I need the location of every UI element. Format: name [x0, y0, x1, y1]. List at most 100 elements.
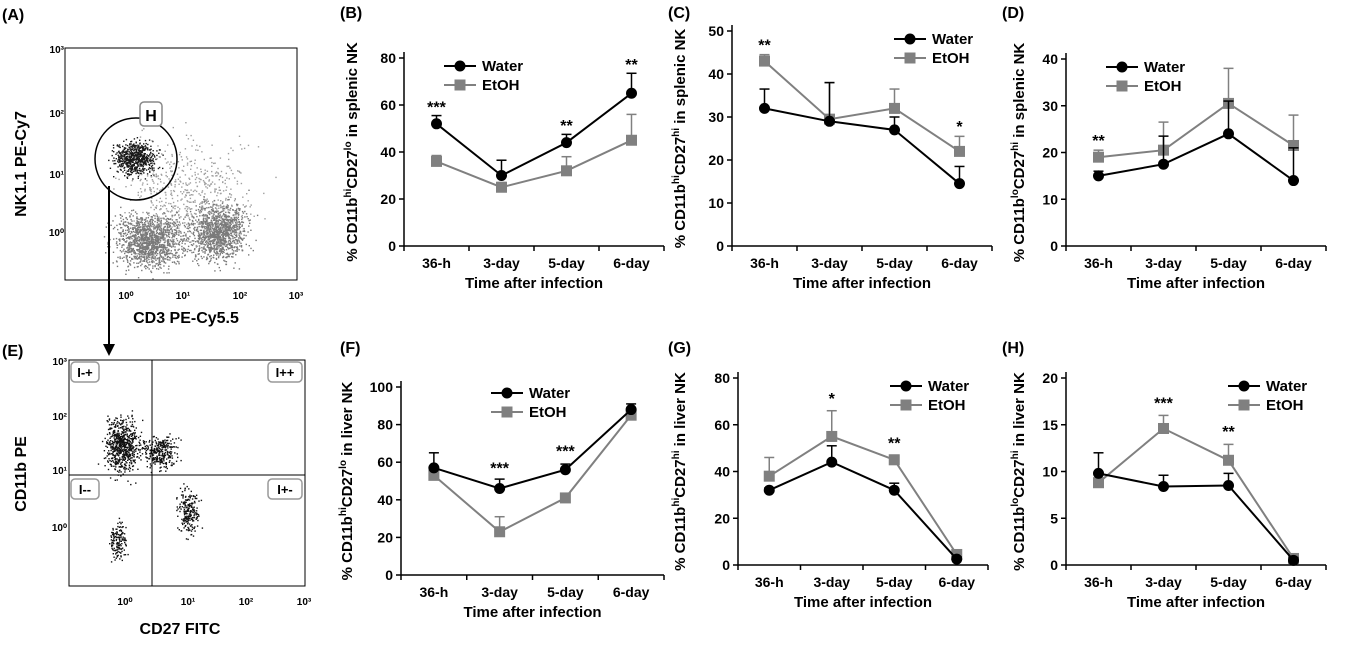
- event-dot: [167, 250, 169, 252]
- event-dot: [142, 260, 144, 262]
- event-dot: [152, 257, 155, 259]
- event-dot: [190, 502, 193, 505]
- event-dot: [190, 530, 193, 532]
- event-dot: [169, 450, 171, 453]
- event-dot: [194, 502, 196, 504]
- event-dot: [117, 443, 119, 445]
- event-dot: [113, 447, 115, 450]
- event-dot: [185, 511, 187, 513]
- event-dot: [134, 158, 136, 161]
- event-dot: [249, 219, 251, 221]
- event-dot: [123, 450, 125, 453]
- event-dot: [185, 156, 188, 158]
- panel-a-label: (A): [2, 7, 24, 24]
- event-dot: [127, 226, 129, 228]
- event-dot: [210, 157, 212, 159]
- event-dot: [129, 246, 131, 249]
- event-dot: [185, 205, 187, 208]
- event-dot: [189, 230, 192, 233]
- event-dot: [214, 183, 216, 185]
- event-dot: [184, 504, 186, 506]
- event-dot: [178, 221, 181, 223]
- event-dot: [145, 219, 147, 221]
- event-dot: [181, 159, 183, 161]
- event-dot: [180, 232, 182, 234]
- event-dot: [162, 187, 164, 189]
- event-dot: [194, 237, 196, 240]
- event-dot: [143, 237, 145, 240]
- event-dot: [168, 202, 170, 205]
- event-dot: [152, 245, 154, 247]
- event-dot: [112, 147, 115, 149]
- event-dot: [155, 259, 157, 261]
- event-dot: [218, 207, 220, 209]
- event-dot: [219, 223, 221, 225]
- event-dot: [237, 239, 239, 242]
- event-dot: [135, 235, 137, 237]
- event-dot: [201, 527, 204, 529]
- event-dot: [115, 436, 118, 438]
- event-dot: [164, 446, 166, 449]
- event-dot: [192, 190, 195, 193]
- event-dot: [233, 216, 236, 219]
- event-dot: [201, 190, 204, 192]
- event-dot: [208, 217, 210, 219]
- event-dot: [147, 147, 149, 149]
- event-dot: [174, 246, 176, 248]
- event-dot: [126, 233, 129, 235]
- event-dot: [126, 442, 128, 444]
- event-dot: [217, 213, 220, 216]
- event-dot: [183, 506, 185, 509]
- event-dot: [141, 155, 143, 157]
- event-dot: [203, 225, 205, 227]
- event-dot: [217, 172, 219, 174]
- event-dot: [197, 519, 199, 522]
- event-dot: [137, 223, 139, 225]
- event-dot: [103, 236, 106, 238]
- event-dot: [131, 438, 133, 440]
- event-dot: [134, 167, 136, 169]
- event-dot: [223, 234, 225, 236]
- event-dot: [151, 245, 153, 248]
- event-dot: [111, 443, 113, 445]
- event-dot: [226, 247, 229, 249]
- event-dot: [186, 164, 189, 166]
- event-dot: [159, 266, 161, 268]
- event-dot: [167, 225, 169, 227]
- event-dot: [166, 223, 168, 226]
- event-dot: [224, 235, 227, 237]
- event-dot: [211, 170, 213, 173]
- event-dot: [133, 164, 135, 166]
- event-dot: [188, 207, 190, 209]
- event-dot: [121, 156, 123, 158]
- event-dot: [129, 238, 131, 240]
- event-dot: [136, 220, 138, 222]
- event-dot: [150, 175, 152, 177]
- event-dot: [113, 226, 116, 229]
- event-dot: [116, 170, 118, 173]
- event-dot: [223, 259, 225, 262]
- event-dot: [127, 459, 129, 461]
- event-dot: [163, 453, 166, 455]
- event-dot: [140, 459, 142, 461]
- gating-arrow-head: [103, 344, 115, 356]
- event-dot: [136, 233, 139, 235]
- event-dot: [143, 168, 145, 170]
- event-dot: [186, 189, 189, 191]
- event-dot: [191, 208, 193, 210]
- event-dot: [213, 213, 215, 216]
- event-dot: [165, 248, 167, 250]
- event-dot: [108, 159, 110, 162]
- event-dot: [172, 446, 174, 448]
- event-dot: [156, 219, 159, 222]
- event-dot: [206, 170, 209, 172]
- event-dot: [191, 175, 193, 177]
- event-dot: [118, 223, 121, 225]
- event-dot: [238, 249, 240, 251]
- event-dot: [216, 230, 219, 232]
- panel-a: (A) H 10³ 10² 10¹ 10⁰ 10⁰ 10¹ 10² 10³ CD…: [2, 7, 304, 327]
- event-dot: [178, 153, 181, 156]
- event-dot: [183, 238, 186, 240]
- event-dot: [199, 210, 201, 212]
- event-dot: [153, 174, 155, 176]
